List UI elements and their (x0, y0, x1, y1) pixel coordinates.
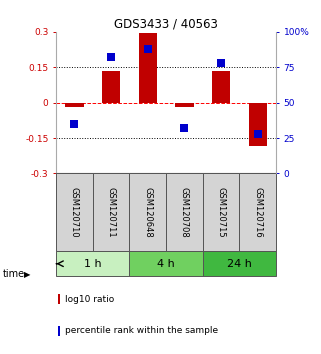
FancyBboxPatch shape (129, 251, 203, 276)
Text: log10 ratio: log10 ratio (65, 295, 114, 304)
Bar (65, 103, 84, 107)
Text: GSM120708: GSM120708 (180, 187, 189, 238)
Bar (175, 103, 194, 107)
Text: GSM120711: GSM120711 (107, 187, 116, 238)
FancyBboxPatch shape (239, 173, 276, 251)
Text: ▶: ▶ (24, 270, 30, 279)
Title: GDS3433 / 40563: GDS3433 / 40563 (114, 18, 218, 31)
Point (219, 60, 224, 66)
Text: GSM120648: GSM120648 (143, 187, 152, 238)
Bar (139, 33, 157, 103)
Point (108, 55, 114, 60)
Point (145, 46, 150, 52)
Text: time: time (3, 269, 25, 279)
Text: GSM120716: GSM120716 (253, 187, 262, 238)
FancyBboxPatch shape (56, 173, 93, 251)
FancyBboxPatch shape (203, 251, 276, 276)
Text: 1 h: 1 h (84, 259, 102, 269)
Text: 4 h: 4 h (157, 259, 175, 269)
FancyBboxPatch shape (203, 173, 239, 251)
FancyBboxPatch shape (166, 173, 203, 251)
Bar (212, 71, 230, 103)
FancyBboxPatch shape (93, 173, 129, 251)
FancyBboxPatch shape (56, 251, 129, 276)
Text: 24 h: 24 h (227, 259, 252, 269)
Text: GSM120710: GSM120710 (70, 187, 79, 238)
Bar (248, 103, 267, 146)
Bar (102, 71, 120, 103)
Point (255, 131, 260, 137)
FancyBboxPatch shape (129, 173, 166, 251)
Point (182, 125, 187, 131)
Text: percentile rank within the sample: percentile rank within the sample (65, 326, 218, 336)
Point (72, 121, 77, 127)
Text: GSM120715: GSM120715 (217, 187, 226, 238)
